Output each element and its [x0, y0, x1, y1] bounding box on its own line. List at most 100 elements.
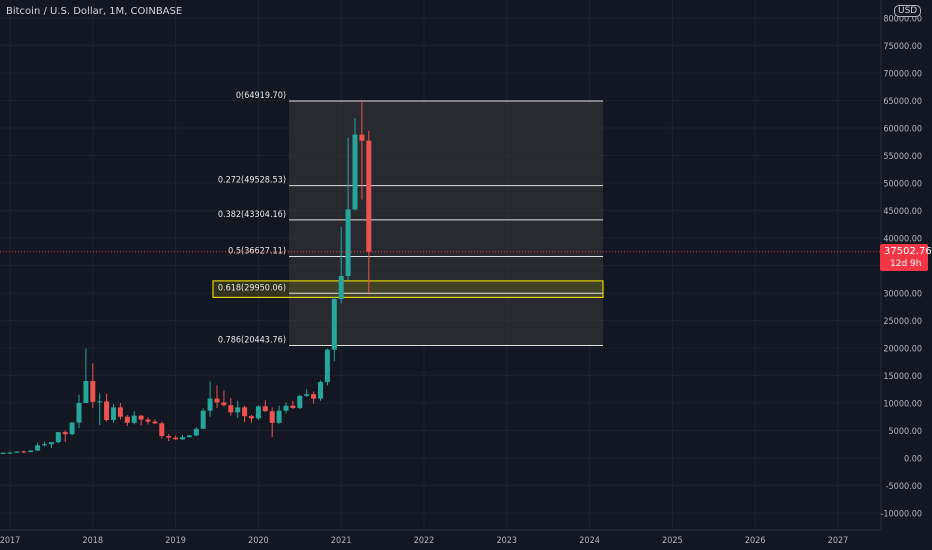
price-tick-label: 15000.00 [883, 372, 922, 382]
candle-body [262, 406, 268, 412]
candle-body [180, 437, 185, 440]
candle-body [145, 419, 151, 422]
currency-badge[interactable]: USD [894, 5, 922, 17]
fib-level-label: 0.618(29950.06) [218, 283, 286, 293]
candle-body [311, 394, 317, 399]
candle-body [42, 444, 47, 446]
candle-body [0, 452, 6, 454]
time-tick-label: 2023 [496, 536, 517, 546]
price-tick-label: 40000.00 [883, 235, 922, 245]
candle-body [111, 407, 116, 421]
time-tick-label: 2024 [579, 536, 600, 546]
candle-body [152, 421, 158, 424]
candle-body [214, 398, 220, 403]
candle-body [242, 407, 248, 417]
candle-body [235, 407, 241, 413]
candle-body [193, 428, 199, 436]
candle-body [290, 405, 296, 408]
bar-countdown: 12d 9h [890, 259, 922, 269]
candle-body [366, 140, 372, 252]
time-tick-label: 2020 [248, 536, 269, 546]
fibonacci-retracement[interactable]: 0(64919.70) 0.272(49528.53) 0.382(43304.16… [212, 91, 604, 347]
candle-body [297, 395, 303, 408]
time-tick-label: 2021 [331, 536, 352, 546]
candle-body [249, 416, 254, 419]
price-tick-label: 45000.00 [883, 207, 922, 217]
candle-body [69, 422, 75, 435]
candle-body [345, 209, 351, 276]
last-price-tag: 37502.76 12d 9h [880, 244, 932, 271]
candle-body [228, 405, 234, 413]
candle-body [200, 410, 206, 429]
candle-body [83, 381, 89, 403]
price-tick-label: 5000.00 [889, 427, 922, 437]
fib-level-label: 0.5(36627.11) [228, 247, 286, 257]
time-tick-label: 2019 [165, 536, 186, 546]
price-tick-label: 60000.00 [883, 125, 922, 135]
candle-body [28, 450, 34, 453]
price-axis[interactable]: 80000.00 75000.00 70000.00 65000.00 60000.00… [880, 15, 922, 520]
price-tick-label: 0.00 [904, 455, 922, 465]
candle-body [35, 445, 41, 451]
candle-body [359, 134, 365, 141]
price-tick-label: 20000.00 [883, 345, 922, 355]
candle-body [276, 410, 282, 423]
candle-body [186, 435, 192, 438]
time-tick-label: 2018 [82, 536, 103, 546]
candle-body [159, 423, 165, 436]
candle-body [97, 401, 103, 403]
last-price-value: 37502.76 [884, 246, 932, 257]
time-tick-label: 2026 [745, 536, 766, 546]
price-tick-label: 10000.00 [883, 400, 922, 410]
candle-body [62, 432, 68, 435]
fib-zone-fill [289, 100, 603, 346]
price-tick-label: -10000.00 [880, 510, 922, 520]
fib-level-label: 0.786(20443.76) [218, 336, 286, 346]
time-tick-label: 2022 [414, 536, 435, 546]
price-tick-label: 80000.00 [883, 15, 922, 25]
price-tick-label: 25000.00 [883, 317, 922, 327]
candle-body [166, 436, 172, 438]
candle-body [55, 432, 61, 443]
time-axis[interactable]: 2017 2018 2019 2020 2021 2022 2023 2024 2025 2026… [0, 536, 848, 546]
price-tick-label: 30000.00 [883, 290, 922, 300]
candle-body [14, 451, 20, 453]
price-tick-label: 75000.00 [883, 42, 922, 52]
candle-body [90, 381, 96, 402]
price-tick-label: -5000.00 [886, 482, 922, 492]
time-tick-label: 2017 [0, 536, 20, 546]
candle-body [331, 299, 337, 350]
candle-body [76, 403, 82, 423]
candle-body [269, 411, 275, 423]
candle-body [131, 415, 137, 423]
candle-body [173, 437, 179, 440]
time-tick-label: 2027 [828, 536, 849, 546]
fib-level-label: 0.382(43304.16) [218, 210, 286, 220]
candle-body [283, 405, 289, 411]
price-tick-label: 65000.00 [883, 97, 922, 107]
candle-body [117, 407, 123, 417]
candle-body [138, 415, 144, 420]
candle-body [304, 394, 310, 396]
price-tick-label: 55000.00 [883, 152, 922, 162]
candle-body [318, 382, 323, 399]
candle-body [221, 402, 227, 406]
candle-body [324, 349, 330, 383]
candle-body [48, 442, 54, 445]
candle-body [207, 398, 213, 411]
symbol-title: Bitcoin / U.S. Dollar, 1M, COINBASE [6, 6, 183, 17]
candle-body [21, 451, 27, 453]
price-tick-label: 50000.00 [883, 180, 922, 190]
fib-level-label: 0.272(49528.53) [218, 176, 286, 186]
candles-group [0, 101, 372, 454]
fib-level-label: 0(64919.70) [236, 91, 286, 101]
candle-body [255, 406, 261, 419]
candle-body [338, 275, 344, 300]
candle-body [124, 416, 130, 423]
price-tick-label: 70000.00 [883, 70, 922, 80]
time-tick-label: 2025 [662, 536, 683, 546]
candle-body [104, 401, 110, 421]
candle-body [7, 452, 13, 454]
candle-body [352, 134, 358, 210]
